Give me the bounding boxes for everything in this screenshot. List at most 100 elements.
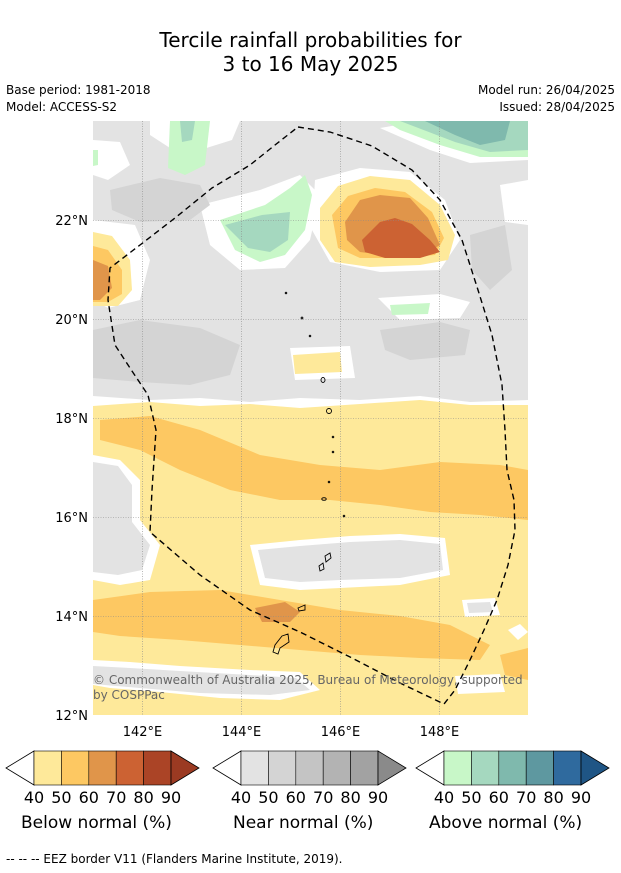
below-normal-blob-small (293, 352, 342, 374)
colorbar-above-over-triangle (580, 750, 610, 786)
below-normal-band-60-a (100, 416, 528, 520)
colorbar-above-tick-2: 60 (489, 788, 509, 807)
above-normal-region-1 (168, 121, 210, 175)
colorbar-near-tick-4: 80 (340, 788, 360, 807)
colorbar-above-label: Above normal (%) (429, 813, 583, 833)
colorbar-below-tick-2: 60 (79, 788, 99, 807)
colorbar-near-tick-3: 70 (313, 788, 333, 807)
colorbar-above-segment-1 (471, 750, 500, 786)
island-sarigan (327, 480, 331, 484)
island-maug (300, 316, 304, 320)
colorbar-below-under-triangle (5, 750, 35, 786)
white-gap-2 (93, 140, 130, 180)
colorbar-near-tick-1: 50 (258, 788, 278, 807)
colorbar-below: 40 50 60 70 80 90 (5, 750, 200, 807)
colorbar-above-tick-4: 80 (543, 788, 563, 807)
lat-label-16: 16°N (55, 511, 88, 526)
near-normal-south-5 (455, 674, 505, 694)
lon-label-148: 148°E (420, 725, 460, 740)
colorbar-below-segment-3 (115, 750, 144, 786)
above-normal-region-1-inner (180, 121, 195, 142)
colorbar-below-tick-0: 40 (24, 788, 44, 807)
island-asuncion (308, 334, 312, 338)
below-normal-blob-north-80 (362, 218, 440, 258)
near-normal-south-4-grey (93, 666, 310, 695)
colorbar-near-segment-4 (350, 750, 379, 786)
island-pagan (326, 408, 332, 414)
title-line-2: 3 to 16 May 2025 (222, 52, 399, 76)
island-anatahan (321, 497, 327, 501)
lat-label-14: 14°N (55, 610, 88, 625)
footnote-eez: -- -- -- EEZ border V11 (Flanders Marine… (6, 852, 343, 866)
island-saipan (324, 552, 332, 563)
colorbar-near-tick-0: 40 (231, 788, 251, 807)
near-normal-south-2-grey (258, 540, 443, 582)
colorbar-near-label: Near normal (%) (233, 813, 374, 833)
near-normal-darker-3 (380, 322, 470, 360)
colorbar-below-tick-1: 50 (51, 788, 71, 807)
island-rota (297, 604, 306, 612)
colorbar-above-tick-3: 70 (516, 788, 536, 807)
island-alamagan (331, 435, 335, 439)
colorbar-below-segment-1 (61, 750, 90, 786)
above-normal-region-ne-dark (425, 121, 510, 145)
near-normal-darker-1 (93, 320, 240, 385)
colorbar-above-under-triangle (415, 750, 445, 786)
above-normal-region-4 (390, 303, 430, 315)
below-normal-band-60-b (93, 590, 490, 660)
copyright-line-1: © Commonwealth of Australia 2025, Bureau… (93, 673, 523, 687)
colorbars: 40 50 60 70 80 90 40 50 60 70 80 90 40 50 60 70 80 90 (5, 750, 610, 807)
base-period: Base period: 1981-2018 (6, 83, 151, 97)
island-agrihan (320, 377, 326, 383)
colorbar-below-tick-3: 70 (106, 788, 126, 807)
chart-title: Tercile rainfall probabilities for 3 to … (0, 28, 621, 76)
lon-label-146: 146°E (321, 725, 361, 740)
colorbar-above: 40 50 60 70 80 90 (415, 750, 610, 807)
colorbar-below-segment-0 (33, 750, 62, 786)
colorbar-above-segment-2 (498, 750, 527, 786)
colorbar-near-tick-2: 60 (286, 788, 306, 807)
colorbar-near-tick-5: 90 (368, 788, 388, 807)
colorbar-near: 40 50 60 70 80 90 (212, 750, 407, 807)
lat-label-20: 20°N (55, 313, 88, 328)
lat-label-12: 12°N (55, 709, 88, 724)
near-normal-south-6 (508, 624, 528, 640)
below-normal-blob-west-70 (93, 260, 112, 300)
island-tinian (318, 562, 325, 572)
colorbar-above-tick-0: 40 (434, 788, 454, 807)
island-farallon-de-medinilla (342, 514, 346, 518)
copyright-line-2: by COSPPac (93, 688, 165, 702)
near-normal-darker-4 (470, 225, 512, 290)
islands (272, 291, 346, 655)
colorbar-above-tick-5: 90 (571, 788, 591, 807)
issued-date: Issued: 28/04/2025 (499, 100, 615, 114)
model-name: Model: ACCESS-S2 (6, 100, 118, 114)
colorbar-near-segment-3 (322, 750, 351, 786)
colorbar-near-over-triangle (377, 750, 407, 786)
meta-right: Model run: 26/04/2025 Issued: 28/04/2025 (478, 82, 615, 116)
colorbar-below-label: Below normal (%) (21, 813, 172, 833)
map-plot-area: © Commonwealth of Australia 2025, Bureau… (93, 121, 528, 715)
near-normal-south-1-grey (93, 462, 150, 575)
latitude-labels: 22°N 20°N 18°N 16°N 14°N 12°N (55, 214, 88, 724)
colorbar-near-under-triangle (212, 750, 242, 786)
island-guguan (331, 450, 335, 454)
graticule (93, 121, 528, 715)
title-line-1: Tercile rainfall probabilities for (159, 28, 462, 52)
colorbar-below-tick-5: 90 (161, 788, 181, 807)
colorbar-below-over-triangle (170, 750, 200, 786)
eez-border (107, 126, 516, 705)
colorbar-below-tick-4: 80 (133, 788, 153, 807)
colorbar-near-segment-1 (268, 750, 297, 786)
near-normal-darker-2 (110, 178, 210, 222)
lat-label-22: 22°N (55, 214, 88, 229)
near-normal-south-3-grey (467, 602, 493, 613)
meta-left: Base period: 1981-2018 Model: ACCESS-S2 (6, 82, 151, 116)
colorbar-near-segment-0 (240, 750, 269, 786)
colorbar-above-segment-0 (443, 750, 472, 786)
colorbar-near-segment-2 (295, 750, 324, 786)
model-run: Model run: 26/04/2025 (477, 83, 615, 97)
colorbar-above-tick-1: 50 (461, 788, 481, 807)
above-normal-region-3 (93, 150, 98, 166)
